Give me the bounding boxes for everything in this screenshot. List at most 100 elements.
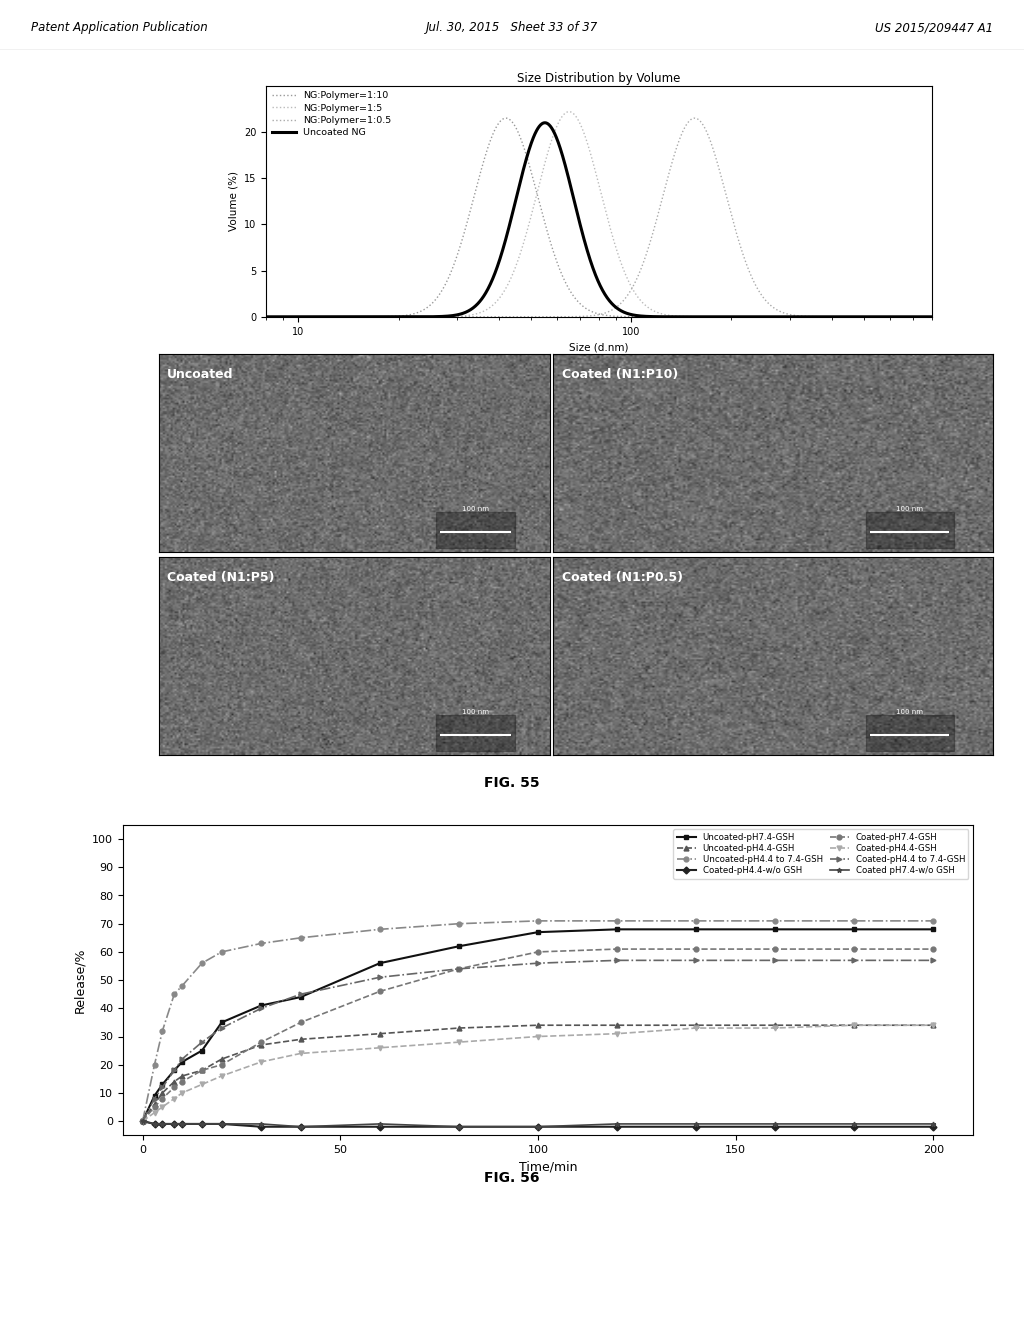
Legend: NG:Polymer=1:10, NG:Polymer=1:5, NG:Polymer=1:0.5, Uncoated NG: NG:Polymer=1:10, NG:Polymer=1:5, NG:Poly… xyxy=(268,87,395,141)
Text: FIG. 56: FIG. 56 xyxy=(484,1171,540,1185)
Text: US 2015/209447 A1: US 2015/209447 A1 xyxy=(876,21,993,34)
Coated-pH4.4-w/o GSH xyxy=(769,1119,781,1135)
Y-axis label: Release/%: Release/% xyxy=(74,948,87,1012)
NG:Polymer=1:5 xyxy=(784,309,797,325)
Coated-pH4.4-GSH xyxy=(531,1028,544,1044)
Coated pH7.4-w/o GSH xyxy=(453,1119,465,1135)
NG:Polymer=1:0.5 xyxy=(926,309,938,325)
Line: Coated pH7.4-w/o GSH: Coated pH7.4-w/o GSH xyxy=(140,1118,936,1129)
Coated-pH4.4 to 7.4-GSH xyxy=(295,986,307,1002)
Coated-pH7.4-GSH xyxy=(769,941,781,957)
Coated-pH7.4-GSH xyxy=(848,941,860,957)
Uncoated-pH4.4-GSH xyxy=(531,1018,544,1034)
Uncoated-pH7.4-GSH xyxy=(216,1015,228,1031)
Coated-pH4.4 to 7.4-GSH xyxy=(136,1113,148,1129)
Coated-pH4.4 to 7.4-GSH xyxy=(255,1001,267,1016)
Coated-pH4.4-GSH xyxy=(769,1020,781,1036)
Coated-pH4.4 to 7.4-GSH xyxy=(927,953,939,969)
Uncoated-pH4.4-GSH xyxy=(769,1018,781,1034)
Uncoated-pH7.4-GSH xyxy=(927,921,939,937)
Uncoated NG xyxy=(260,309,272,325)
NG:Polymer=1:5 xyxy=(906,309,919,325)
Uncoated-pH7.4-GSH xyxy=(453,939,465,954)
Coated pH7.4-w/o GSH xyxy=(531,1119,544,1135)
Line: Coated-pH4.4 to 7.4-GSH: Coated-pH4.4 to 7.4-GSH xyxy=(140,958,936,1123)
Uncoated NG xyxy=(926,309,938,325)
Coated-pH7.4-GSH xyxy=(531,944,544,960)
Uncoated-pH4.4-GSH xyxy=(295,1031,307,1047)
Uncoated-pH4.4 to 7.4-GSH xyxy=(216,944,228,960)
NG:Polymer=1:5 xyxy=(926,309,938,325)
Uncoated-pH4.4-GSH xyxy=(168,1073,180,1089)
Uncoated-pH4.4 to 7.4-GSH xyxy=(531,913,544,929)
Text: Patent Application Publication: Patent Application Publication xyxy=(31,21,208,34)
NG:Polymer=1:10 xyxy=(906,309,919,325)
Title: Size Distribution by Volume: Size Distribution by Volume xyxy=(517,71,681,84)
NG:Polymer=1:0.5 xyxy=(784,306,797,322)
Coated pH7.4-w/o GSH xyxy=(255,1115,267,1131)
Coated-pH4.4-GSH xyxy=(295,1045,307,1061)
Coated pH7.4-w/o GSH xyxy=(848,1115,860,1131)
Uncoated-pH4.4-GSH xyxy=(690,1018,702,1034)
Uncoated NG xyxy=(906,309,919,325)
Uncoated-pH4.4 to 7.4-GSH xyxy=(157,1023,169,1039)
Coated pH7.4-w/o GSH xyxy=(611,1115,624,1131)
Coated-pH4.4 to 7.4-GSH xyxy=(531,956,544,972)
Uncoated-pH4.4 to 7.4-GSH xyxy=(927,913,939,929)
Uncoated-pH4.4 to 7.4-GSH xyxy=(453,916,465,932)
Coated-pH4.4-w/o GSH xyxy=(295,1119,307,1135)
Coated pH7.4-w/o GSH xyxy=(136,1113,148,1129)
Coated-pH7.4-GSH xyxy=(168,1080,180,1096)
Coated-pH4.4-w/o GSH xyxy=(531,1119,544,1135)
Coated-pH4.4 to 7.4-GSH xyxy=(374,969,386,985)
Coated-pH7.4-GSH xyxy=(148,1100,161,1115)
Coated-pH7.4-GSH xyxy=(374,983,386,999)
Coated pH7.4-w/o GSH xyxy=(157,1115,169,1131)
Uncoated NG xyxy=(784,309,797,325)
Uncoated-pH7.4-GSH xyxy=(148,1088,161,1104)
Line: Coated-pH4.4-w/o GSH: Coated-pH4.4-w/o GSH xyxy=(140,1118,936,1129)
Coated-pH4.4 to 7.4-GSH xyxy=(690,953,702,969)
Uncoated-pH7.4-GSH xyxy=(168,1063,180,1078)
Coated-pH4.4 to 7.4-GSH xyxy=(176,1051,188,1067)
Coated pH7.4-w/o GSH xyxy=(927,1115,939,1131)
Uncoated-pH7.4-GSH xyxy=(157,1077,169,1093)
Line: Uncoated NG: Uncoated NG xyxy=(266,123,932,317)
Coated-pH4.4 to 7.4-GSH xyxy=(148,1090,161,1106)
Coated-pH4.4-GSH xyxy=(927,1018,939,1034)
Coated-pH4.4 to 7.4-GSH xyxy=(216,1020,228,1036)
NG:Polymer=1:10 xyxy=(566,286,579,302)
NG:Polymer=1:5 xyxy=(906,309,919,325)
Uncoated-pH4.4 to 7.4-GSH xyxy=(848,913,860,929)
Legend: Uncoated-pH7.4-GSH, Uncoated-pH4.4-GSH, Uncoated-pH4.4 to 7.4-GSH, Coated-pH4.4-: Uncoated-pH7.4-GSH, Uncoated-pH4.4-GSH, … xyxy=(674,829,969,879)
Coated pH7.4-w/o GSH xyxy=(176,1115,188,1131)
Coated pH7.4-w/o GSH xyxy=(690,1115,702,1131)
Coated-pH4.4-GSH xyxy=(168,1090,180,1106)
NG:Polymer=1:0.5 xyxy=(688,110,700,125)
NG:Polymer=1:5 xyxy=(584,145,596,161)
Text: FIG. 55: FIG. 55 xyxy=(484,776,540,789)
Coated-pH4.4-w/o GSH xyxy=(927,1119,939,1135)
Coated-pH7.4-GSH xyxy=(295,1015,307,1031)
Coated-pH7.4-GSH xyxy=(611,941,624,957)
Text: Coated (N1:P5): Coated (N1:P5) xyxy=(167,572,274,583)
Coated-pH7.4-GSH xyxy=(216,1057,228,1073)
Uncoated-pH4.4-GSH xyxy=(216,1051,228,1067)
Uncoated-pH7.4-GSH xyxy=(374,956,386,972)
Uncoated-pH4.4 to 7.4-GSH xyxy=(690,913,702,929)
Coated-pH7.4-GSH xyxy=(157,1090,169,1106)
Coated pH7.4-w/o GSH xyxy=(196,1115,208,1131)
Uncoated-pH7.4-GSH xyxy=(136,1113,148,1129)
Text: 100 nm: 100 nm xyxy=(462,506,489,512)
Uncoated-pH7.4-GSH xyxy=(769,921,781,937)
Uncoated NG xyxy=(294,309,306,325)
Coated-pH4.4-GSH xyxy=(255,1053,267,1069)
Coated-pH7.4-GSH xyxy=(453,961,465,977)
Coated-pH4.4-GSH xyxy=(157,1100,169,1115)
NG:Polymer=1:5 xyxy=(563,104,575,120)
Uncoated-pH4.4-GSH xyxy=(255,1038,267,1053)
NG:Polymer=1:0.5 xyxy=(294,309,306,325)
Coated-pH4.4 to 7.4-GSH xyxy=(196,1035,208,1051)
Coated-pH7.4-GSH xyxy=(196,1063,208,1078)
Line: NG:Polymer=1:0.5: NG:Polymer=1:0.5 xyxy=(266,117,932,317)
